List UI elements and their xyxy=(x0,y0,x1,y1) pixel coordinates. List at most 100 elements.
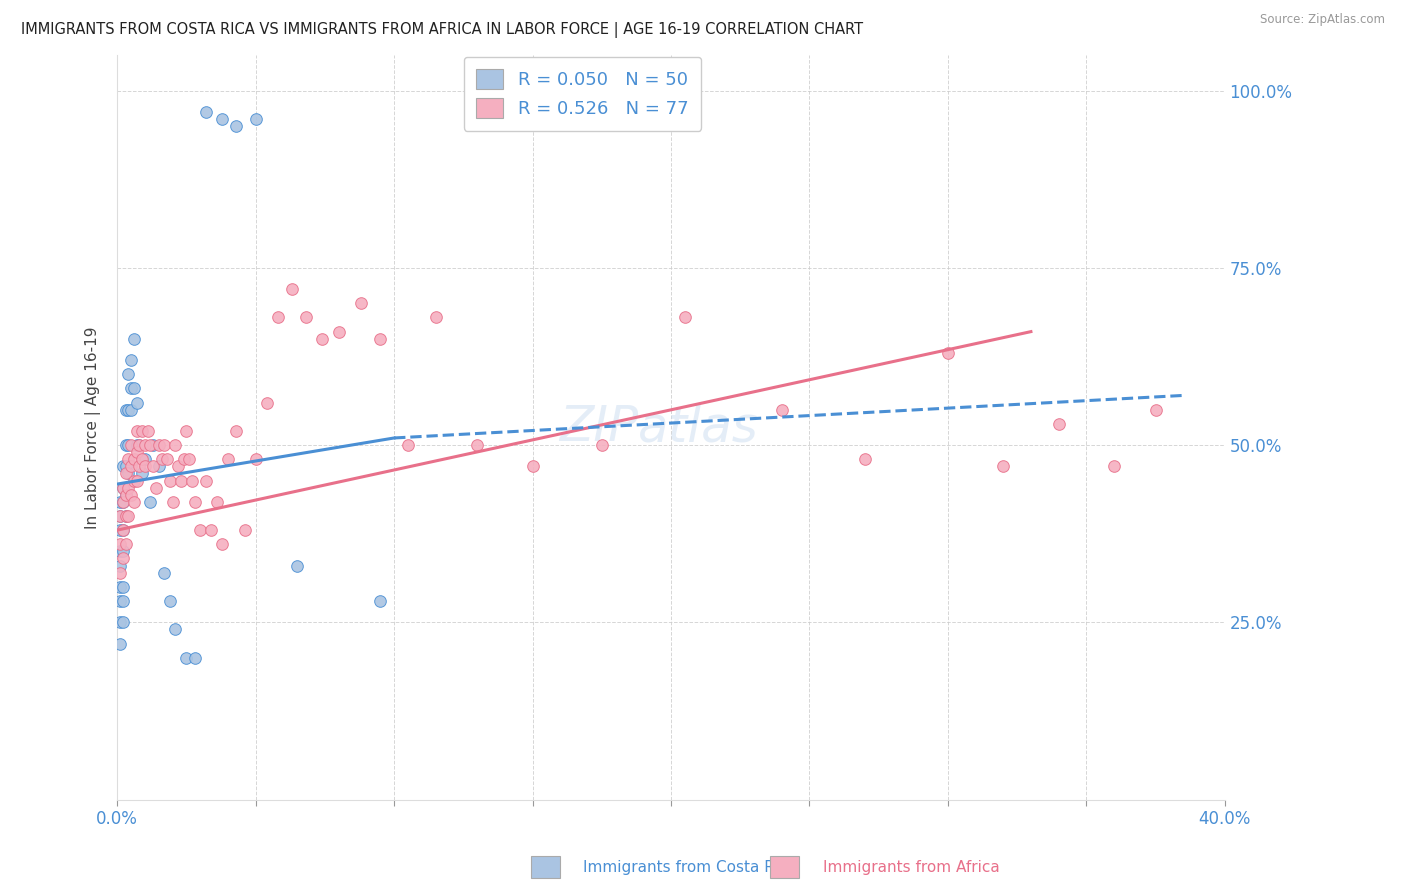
Point xyxy=(770,402,793,417)
Point xyxy=(114,508,136,523)
Point xyxy=(125,438,148,452)
Point xyxy=(194,474,217,488)
Point xyxy=(176,650,198,665)
Point xyxy=(117,402,139,417)
Point xyxy=(128,459,150,474)
Text: IMMIGRANTS FROM COSTA RICA VS IMMIGRANTS FROM AFRICA IN LABOR FORCE | AGE 16-19 : IMMIGRANTS FROM COSTA RICA VS IMMIGRANTS… xyxy=(21,22,863,38)
Point xyxy=(853,452,876,467)
Point xyxy=(150,452,173,467)
Point xyxy=(111,523,134,537)
Point xyxy=(131,452,153,467)
Point xyxy=(117,367,139,381)
Point xyxy=(211,112,233,126)
Point xyxy=(131,424,153,438)
Point xyxy=(108,558,131,573)
Point xyxy=(205,495,228,509)
Point xyxy=(368,332,391,346)
Point xyxy=(125,395,148,409)
Point xyxy=(294,310,316,325)
Point xyxy=(108,594,131,608)
Point xyxy=(122,381,145,395)
Point xyxy=(128,438,150,452)
Point xyxy=(108,544,131,558)
Legend: R = 0.050   N = 50, R = 0.526   N = 77: R = 0.050 N = 50, R = 0.526 N = 77 xyxy=(464,57,702,131)
Point xyxy=(328,325,350,339)
Point xyxy=(125,474,148,488)
Point xyxy=(114,438,136,452)
Point xyxy=(131,467,153,481)
Point xyxy=(148,459,170,474)
Point xyxy=(111,580,134,594)
Point xyxy=(108,615,131,630)
Point xyxy=(108,566,131,580)
Point xyxy=(117,481,139,495)
Point xyxy=(120,488,142,502)
Point xyxy=(993,459,1015,474)
Point xyxy=(111,495,134,509)
Point xyxy=(217,452,239,467)
Point xyxy=(120,381,142,395)
Point xyxy=(142,438,165,452)
Point xyxy=(134,452,156,467)
Point xyxy=(156,452,179,467)
Point xyxy=(173,452,195,467)
Point xyxy=(465,438,488,452)
Point xyxy=(117,508,139,523)
Point xyxy=(256,395,278,409)
Point xyxy=(162,495,184,509)
Point xyxy=(114,488,136,502)
Point xyxy=(194,104,217,119)
Point xyxy=(591,438,613,452)
Point xyxy=(114,537,136,551)
Point xyxy=(153,438,176,452)
Point xyxy=(148,438,170,452)
Point xyxy=(1102,459,1125,474)
Point xyxy=(245,452,267,467)
Text: Immigrants from Africa: Immigrants from Africa xyxy=(823,860,1000,874)
Point xyxy=(111,523,134,537)
Point xyxy=(311,332,333,346)
Point xyxy=(225,119,247,133)
Point xyxy=(200,523,222,537)
Point xyxy=(153,566,176,580)
Point xyxy=(350,296,373,310)
Point xyxy=(1144,402,1167,417)
Point xyxy=(179,452,201,467)
Point xyxy=(125,445,148,459)
Point xyxy=(122,474,145,488)
Y-axis label: In Labor Force | Age 16-19: In Labor Force | Age 16-19 xyxy=(86,326,101,529)
Point xyxy=(396,438,419,452)
Point xyxy=(165,438,187,452)
Point xyxy=(111,544,134,558)
Point xyxy=(128,438,150,452)
Point xyxy=(167,459,190,474)
Point xyxy=(114,467,136,481)
Point xyxy=(425,310,447,325)
Point xyxy=(111,481,134,495)
Point xyxy=(114,508,136,523)
Point xyxy=(245,112,267,126)
Point xyxy=(108,580,131,594)
Point xyxy=(184,495,207,509)
Point xyxy=(181,474,204,488)
Point xyxy=(122,495,145,509)
Point xyxy=(1047,417,1070,431)
Point xyxy=(285,558,308,573)
Point xyxy=(267,310,290,325)
Point xyxy=(673,310,696,325)
Point xyxy=(136,424,159,438)
Point xyxy=(114,459,136,474)
Point xyxy=(120,353,142,368)
Point xyxy=(111,615,134,630)
Point xyxy=(122,452,145,467)
Point xyxy=(211,537,233,551)
Point xyxy=(159,594,181,608)
Point xyxy=(111,495,134,509)
Point xyxy=(188,523,211,537)
Point xyxy=(111,594,134,608)
Point xyxy=(280,282,302,296)
Point xyxy=(139,495,162,509)
Point xyxy=(120,402,142,417)
Point xyxy=(522,459,544,474)
Point xyxy=(176,424,198,438)
